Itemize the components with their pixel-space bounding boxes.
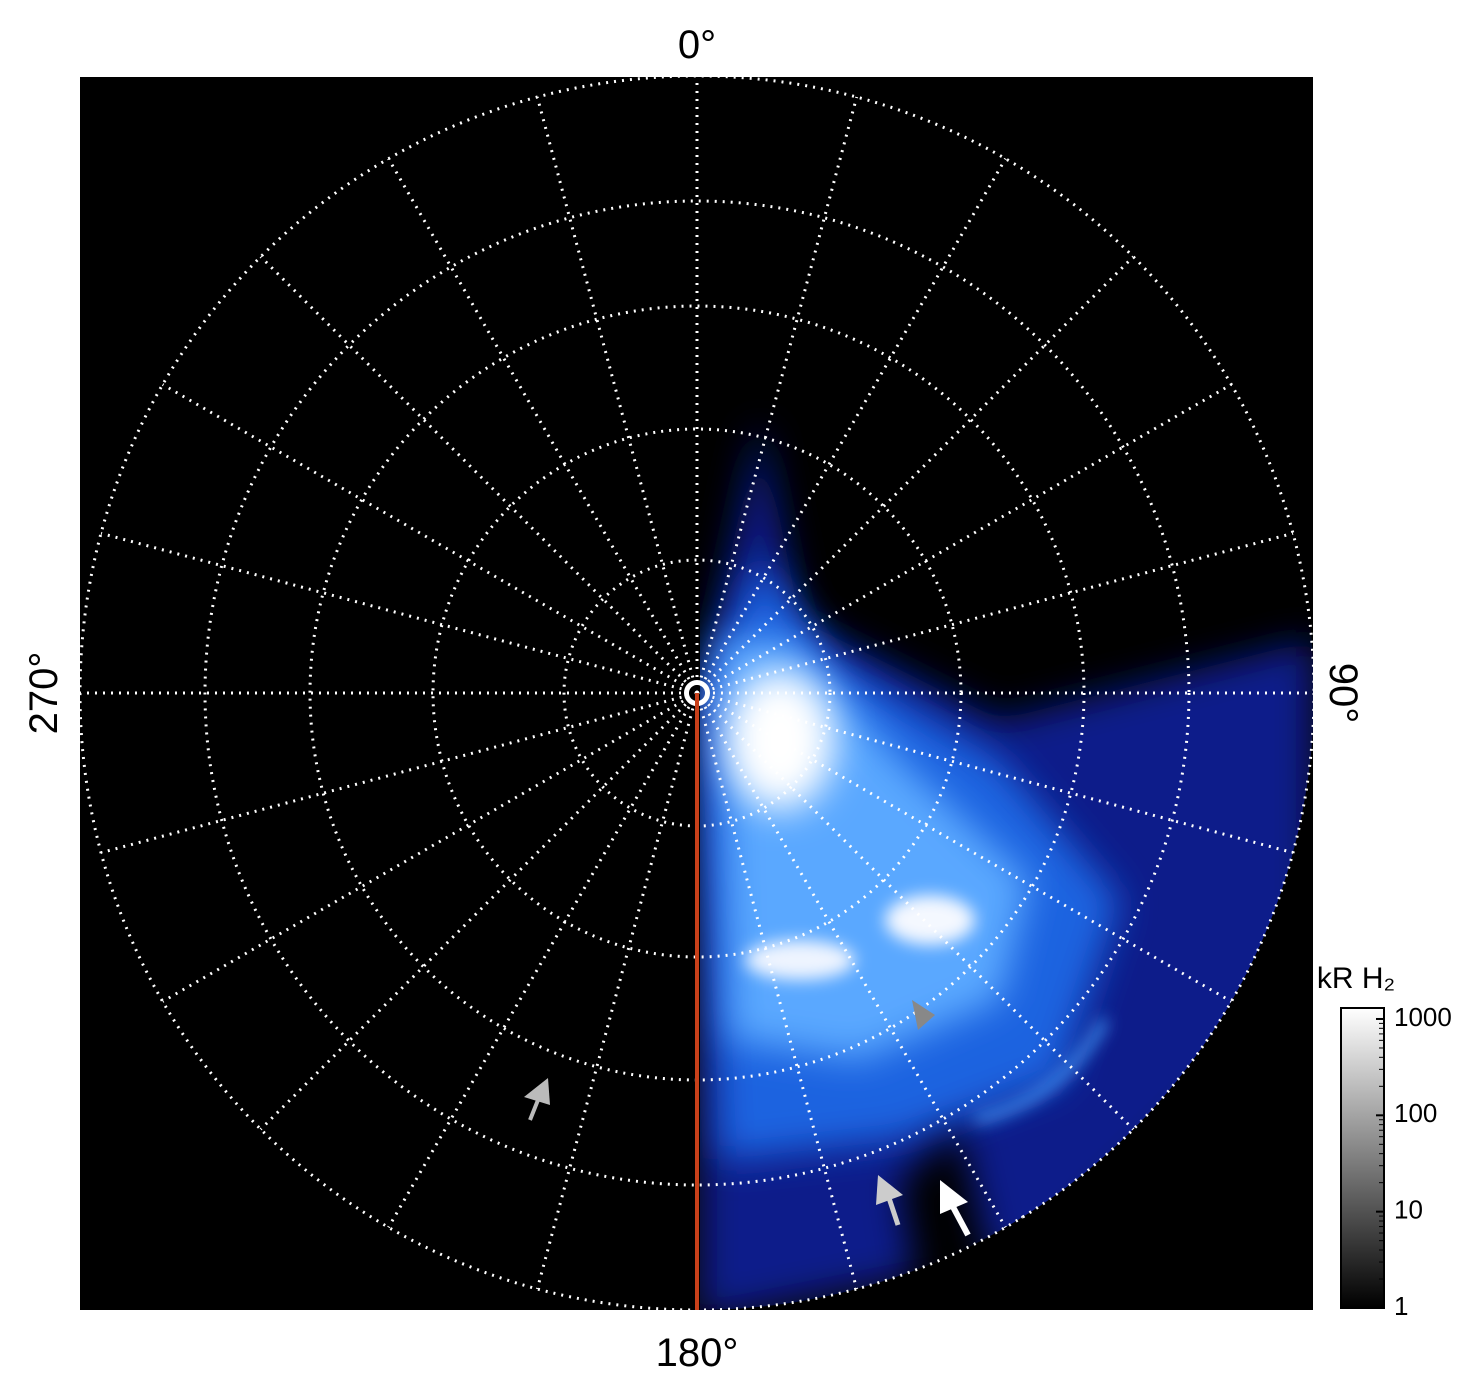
angle-label: 0°	[678, 23, 716, 67]
colorbar-tick-label: 1	[1394, 1291, 1408, 1321]
grid-ring	[203, 199, 1191, 1187]
grid-ring	[308, 304, 1086, 1082]
colorbar	[1340, 1007, 1385, 1309]
colorbar-tick-label: 1000	[1394, 1002, 1452, 1032]
colorbar-tick-label: 100	[1394, 1098, 1437, 1128]
angle-label: 180°	[656, 1331, 739, 1375]
angle-label: 90°	[1321, 663, 1365, 724]
colorbar-title: kR H₂	[1317, 962, 1395, 995]
colorbar-tick-label: 10	[1394, 1195, 1423, 1225]
arrows	[524, 1000, 971, 1237]
angle-label: 270°	[22, 652, 66, 735]
